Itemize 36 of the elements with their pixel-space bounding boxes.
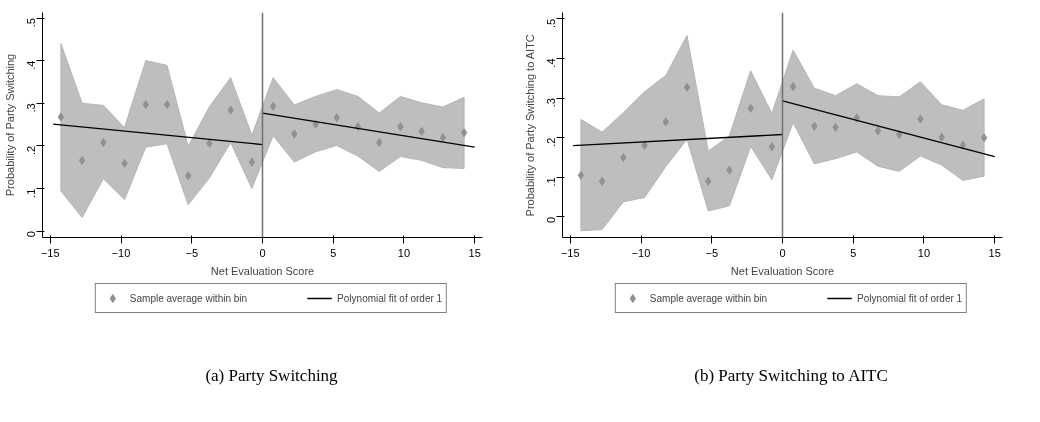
- y-tick-label: .1: [25, 188, 38, 198]
- x-tick-label: 0: [779, 246, 786, 259]
- y-tick-label: .2: [545, 137, 558, 147]
- x-tick-label: 0: [259, 246, 266, 259]
- y-tick-label: 0: [545, 216, 558, 224]
- y-tick-label: .4: [545, 58, 558, 68]
- y-tick-label: .1: [545, 177, 558, 187]
- x-tick-label: 15: [468, 246, 481, 259]
- x-tick-label: −10: [631, 246, 651, 259]
- x-tick-label: −10: [111, 246, 131, 259]
- y-tick-label: .5: [545, 18, 558, 29]
- y-axis-title: Probability of Party Switching to AITC: [523, 34, 536, 217]
- x-axis-title: Net Evaluation Score: [210, 264, 315, 277]
- x-tick-label: −5: [705, 246, 719, 259]
- y-tick-label: .3: [25, 103, 38, 113]
- x-axis-title: Net Evaluation Score: [730, 264, 835, 277]
- y-tick-label: .2: [25, 145, 38, 156]
- text: (a) Party Switching: [205, 366, 339, 386]
- x-tick-label: −5: [185, 246, 199, 259]
- x-tick-label: 10: [917, 246, 931, 259]
- x-tick-label: −15: [40, 246, 60, 259]
- y-tick-label: 0: [25, 231, 38, 238]
- legend-label: Polynomial fit of order 1: [857, 292, 963, 304]
- text: (b) Party Switching to AITC: [694, 366, 888, 386]
- legend-label: Polynomial fit of order 1: [337, 292, 443, 304]
- y-tick-label: .4: [25, 60, 38, 70]
- legend-label: Sample average within bin: [129, 292, 248, 304]
- x-tick-label: −15: [560, 246, 580, 259]
- y-axis-title: Probability of Party Switching: [3, 53, 16, 197]
- x-tick-label: 5: [850, 246, 857, 259]
- x-tick-label: 10: [397, 246, 411, 259]
- y-tick-label: .3: [545, 98, 558, 108]
- x-tick-label: 15: [988, 246, 1001, 259]
- x-tick-label: 5: [330, 246, 337, 259]
- y-tick-label: .5: [25, 18, 38, 28]
- legend-label: Sample average within bin: [649, 292, 768, 304]
